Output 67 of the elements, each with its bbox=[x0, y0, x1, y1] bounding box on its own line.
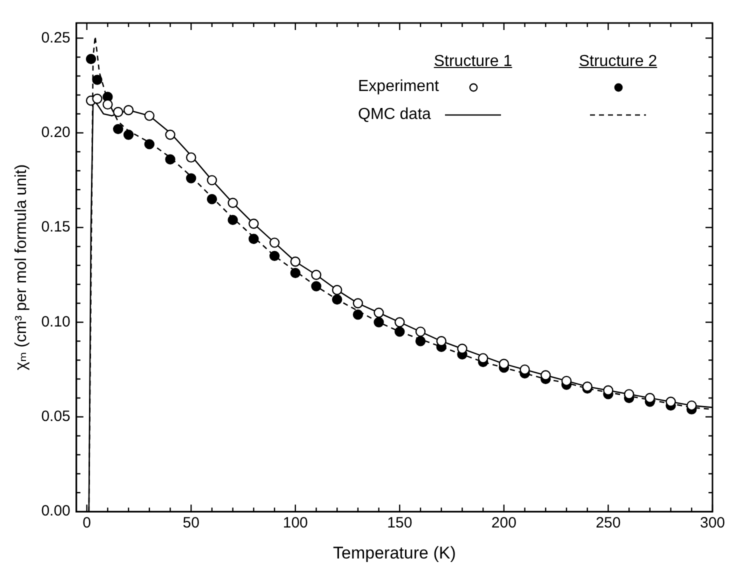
point bbox=[228, 198, 238, 208]
point bbox=[144, 110, 154, 121]
point bbox=[498, 358, 510, 369]
y-tick-label: 0.25 bbox=[41, 29, 70, 46]
point bbox=[394, 326, 405, 337]
point bbox=[374, 317, 384, 328]
point bbox=[624, 389, 634, 400]
point bbox=[290, 256, 300, 267]
x-tick-label: 250 bbox=[596, 514, 621, 532]
point bbox=[165, 154, 176, 164]
point bbox=[290, 268, 300, 278]
point bbox=[561, 376, 572, 386]
point bbox=[666, 396, 676, 407]
point bbox=[113, 106, 124, 118]
y-tick-label: 0.00 bbox=[41, 502, 70, 520]
y-tick-label: 0.20 bbox=[41, 124, 70, 141]
point bbox=[332, 284, 342, 296]
point bbox=[311, 270, 322, 280]
point bbox=[206, 175, 218, 186]
point bbox=[248, 218, 259, 229]
point bbox=[92, 74, 102, 85]
point bbox=[206, 194, 218, 204]
point bbox=[228, 214, 238, 226]
point bbox=[248, 234, 259, 244]
point bbox=[186, 152, 196, 163]
x-tick-label: 100 bbox=[282, 514, 308, 532]
x-tick-label: 300 bbox=[700, 514, 725, 532]
point bbox=[436, 336, 446, 346]
annotation: Structure 2 bbox=[578, 53, 658, 70]
point bbox=[352, 310, 364, 320]
point bbox=[644, 392, 656, 404]
point bbox=[269, 250, 280, 262]
point bbox=[113, 124, 124, 134]
x-axis-title: Temperature (K) bbox=[333, 543, 456, 562]
point bbox=[603, 385, 614, 396]
annotation: Structure 1 bbox=[434, 53, 512, 70]
point bbox=[102, 99, 113, 110]
point bbox=[332, 294, 342, 305]
y-axis-title: χₘ (cm³ per mol formula unit) bbox=[13, 164, 30, 370]
point bbox=[186, 173, 196, 184]
point bbox=[123, 130, 134, 140]
point bbox=[415, 326, 426, 337]
point bbox=[478, 353, 488, 364]
point bbox=[394, 317, 405, 328]
point bbox=[686, 400, 697, 411]
x-tick-label: 0 bbox=[82, 514, 91, 532]
point bbox=[123, 105, 134, 116]
point bbox=[144, 139, 154, 150]
point bbox=[269, 238, 280, 248]
x-tick-label: 50 bbox=[182, 514, 200, 532]
point bbox=[86, 54, 96, 64]
annotation: QMC data bbox=[358, 106, 431, 124]
point bbox=[540, 370, 551, 380]
point bbox=[92, 94, 102, 104]
point bbox=[415, 336, 426, 346]
x-tick-label: 200 bbox=[491, 514, 516, 532]
point bbox=[165, 130, 176, 140]
annotation: Experiment bbox=[358, 78, 439, 96]
point bbox=[352, 298, 364, 308]
point bbox=[311, 281, 322, 292]
y-tick-label: 0.05 bbox=[41, 408, 70, 426]
point bbox=[374, 308, 384, 318]
x-tick-label: 150 bbox=[387, 514, 412, 532]
y-tick-label: 0.15 bbox=[41, 218, 70, 236]
point bbox=[457, 344, 468, 354]
point bbox=[520, 364, 530, 375]
y-tick-label: 0.10 bbox=[41, 313, 70, 330]
